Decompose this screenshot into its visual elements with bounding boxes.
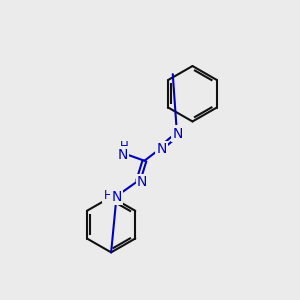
Text: N: N [118, 148, 128, 162]
Text: N: N [111, 190, 122, 204]
Text: N: N [172, 127, 183, 141]
Text: N: N [137, 175, 147, 189]
Text: H: H [104, 189, 112, 202]
Text: N: N [156, 142, 167, 156]
Text: H: H [120, 140, 129, 153]
